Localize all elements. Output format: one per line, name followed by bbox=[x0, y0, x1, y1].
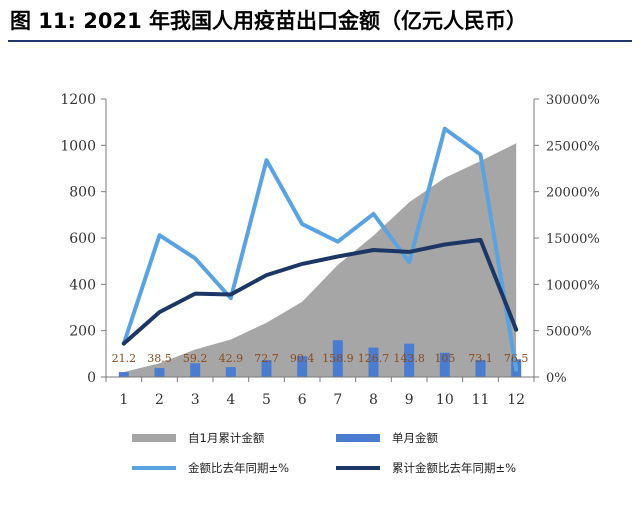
legend-label: 单月金额 bbox=[392, 431, 438, 445]
right-tick-label: 0% bbox=[546, 371, 567, 386]
bar-data-label: 126.7 bbox=[358, 352, 390, 365]
monthly-bar bbox=[439, 352, 450, 377]
bar-data-label: 21.2 bbox=[112, 352, 137, 365]
bar-data-label: 90.4 bbox=[290, 352, 315, 365]
bar-data-label: 38.5 bbox=[147, 352, 172, 365]
legend-label: 金额比去年同期±% bbox=[188, 461, 289, 475]
legend-label: 累计金额比去年同期±% bbox=[392, 461, 516, 475]
x-tick-label: 3 bbox=[191, 392, 200, 408]
right-tick-label: 10000% bbox=[546, 278, 600, 293]
left-tick-label: 0 bbox=[87, 370, 96, 386]
title-rule bbox=[8, 40, 632, 42]
x-tick-label: 11 bbox=[472, 392, 490, 408]
yoy-cumulative-line bbox=[121, 237, 519, 346]
legend-swatch bbox=[132, 434, 176, 442]
bar-data-label: 76.5 bbox=[504, 352, 529, 365]
x-tick-label: 8 bbox=[369, 392, 378, 408]
line-layer bbox=[121, 126, 519, 372]
left-tick-label: 200 bbox=[69, 324, 96, 340]
monthly-bar bbox=[118, 372, 129, 377]
x-tick-label: 6 bbox=[298, 392, 307, 408]
left-tick-label: 400 bbox=[69, 277, 96, 293]
monthly-bar bbox=[190, 363, 201, 377]
chart-title: 图 11: 2021 年我国人用疫苗出口金额（亿元人民币） bbox=[10, 9, 528, 33]
right-tick-label: 25000% bbox=[546, 139, 600, 154]
bar-data-label: 143.8 bbox=[393, 352, 425, 365]
axes-layer: 0 200 400 600 800 1000 1200 0% 5000% 10000% 15000%… bbox=[60, 92, 599, 408]
monthly-bar bbox=[297, 356, 308, 377]
right-tick-label: 5000% bbox=[546, 325, 591, 340]
bar-data-label: 105 bbox=[434, 352, 455, 365]
x-tick-label: 10 bbox=[436, 392, 454, 408]
legend-swatch bbox=[336, 434, 380, 442]
x-tick-label: 12 bbox=[507, 392, 525, 408]
right-tick-label: 30000% bbox=[546, 93, 600, 108]
bar-data-label: 42.9 bbox=[219, 352, 244, 365]
monthly-bar bbox=[225, 367, 236, 377]
x-tick-label: 9 bbox=[405, 392, 414, 408]
x-tick-label: 7 bbox=[333, 392, 342, 408]
area-layer bbox=[123, 143, 517, 377]
monthly-bar bbox=[404, 343, 415, 377]
x-tick-label: 2 bbox=[155, 392, 164, 408]
monthly-bar bbox=[368, 347, 379, 377]
x-tick-label: 1 bbox=[119, 392, 128, 408]
cumulative-area bbox=[123, 143, 517, 377]
monthly-bar bbox=[261, 360, 272, 377]
x-tick-label: 5 bbox=[262, 392, 271, 408]
bar-data-label: 59.2 bbox=[183, 352, 208, 365]
x-tick-label: 4 bbox=[226, 392, 235, 408]
monthly-bar bbox=[332, 340, 343, 377]
left-tick-label: 1200 bbox=[60, 92, 96, 108]
monthly-bar bbox=[475, 360, 486, 377]
monthly-bar bbox=[154, 368, 165, 377]
bar-data-label: 72.7 bbox=[254, 352, 279, 365]
legend-label: 自1月累计金额 bbox=[188, 431, 265, 445]
left-tick-label: 800 bbox=[69, 185, 96, 201]
right-tick-label: 15000% bbox=[546, 232, 600, 247]
yoy-monthly-line bbox=[121, 126, 519, 372]
right-tick-label: 20000% bbox=[546, 186, 600, 201]
bar-data-label: 158.9 bbox=[322, 352, 354, 365]
left-tick-label: 600 bbox=[69, 231, 96, 247]
data-label-layer: 21.2 38.5 59.2 42.9 72.7 90.4 158.9 126.7 143.8 1… bbox=[112, 352, 529, 365]
bar-data-label: 73.1 bbox=[468, 352, 493, 365]
left-tick-label: 1000 bbox=[60, 138, 96, 154]
